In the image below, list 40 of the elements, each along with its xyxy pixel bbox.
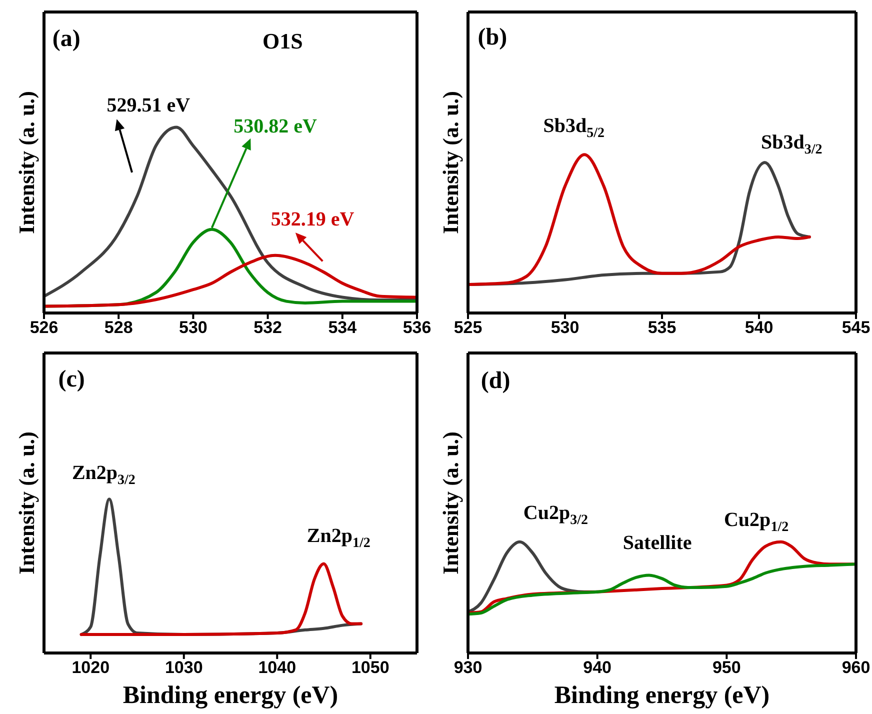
x-tick-label: 950 bbox=[712, 658, 741, 678]
text: Cu2p$_{1/2}$ bbox=[724, 508, 789, 535]
text: (c) bbox=[58, 366, 85, 393]
x-tick-label: 530 bbox=[550, 318, 580, 338]
text: 529.51 eV bbox=[106, 94, 191, 116]
x-tick-label: 930 bbox=[454, 658, 482, 678]
x-tick-label: 535 bbox=[648, 318, 676, 338]
x-tick-label: 940 bbox=[583, 658, 612, 678]
y-axis-title: Intensity (a. u.) bbox=[438, 431, 462, 575]
annotation: 532.19 eV bbox=[270, 208, 355, 231]
text: Cu2p$_{3/2}$ bbox=[523, 502, 588, 528]
text: Zn2p$_{3/2}$ bbox=[72, 462, 136, 488]
y-axis-title: Intensity (a. u.) bbox=[14, 431, 38, 575]
text: (b) bbox=[478, 24, 508, 50]
text: (d) bbox=[480, 368, 510, 394]
x-tick-label: 532 bbox=[254, 318, 282, 338]
x-tick-label: 545 bbox=[842, 318, 870, 338]
x-tick-label: 525 bbox=[454, 318, 482, 338]
x-tick-label: 526 bbox=[30, 318, 58, 338]
annotation: Satellite bbox=[622, 532, 692, 554]
x-tick-label: 1040 bbox=[258, 658, 296, 678]
x-tick-label: 1020 bbox=[72, 658, 110, 678]
annotation: Sb3d$_{3/2}$ bbox=[760, 132, 822, 158]
x-tick-label: 530 bbox=[179, 318, 208, 338]
y-axis-title: Intensity (a. u.) bbox=[14, 90, 38, 234]
x-axis-title: Binding energy (eV) bbox=[122, 682, 338, 709]
x-axis-title: Binding energy (eV) bbox=[554, 682, 770, 709]
x-tick-label: 1050 bbox=[351, 658, 390, 678]
annotation: Zn2p$_{1/2}$ bbox=[306, 525, 370, 551]
x-tick-label: 1030 bbox=[164, 658, 203, 678]
y-axis-title: Intensity (a. u.) bbox=[438, 90, 462, 234]
annotation: 530.82 eV bbox=[234, 115, 318, 138]
x-tick-label: 528 bbox=[104, 318, 133, 338]
chart-title: O1S bbox=[262, 28, 303, 54]
text: Sb3d$_{5/2}$ bbox=[543, 115, 605, 142]
x-tick-label: 534 bbox=[328, 318, 358, 338]
x-tick-label: 960 bbox=[842, 658, 870, 678]
text: (a) bbox=[52, 26, 80, 52]
x-tick-label: 540 bbox=[744, 318, 774, 338]
x-tick-label: 536 bbox=[402, 318, 432, 338]
